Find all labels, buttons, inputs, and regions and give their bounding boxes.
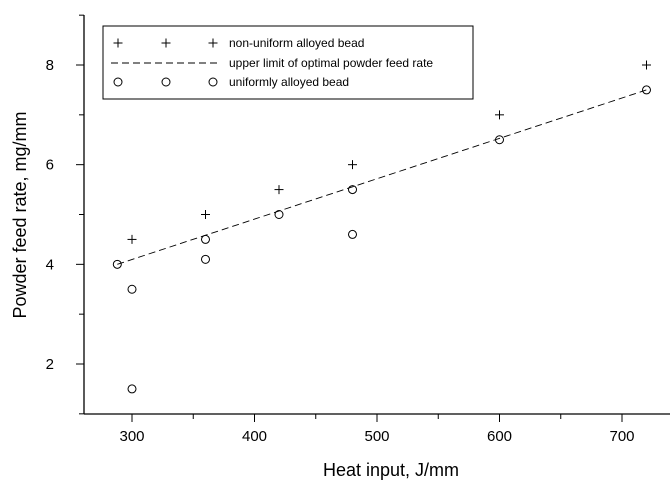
circle-point [112, 259, 122, 269]
series-plus [127, 60, 651, 244]
legend-box [102, 25, 474, 100]
legend-entry: upper limit of optimal powder feed rate [111, 56, 433, 70]
series-layer [112, 60, 651, 394]
y-tick-label: 8 [46, 57, 54, 74]
y-tick-label: 6 [46, 157, 54, 174]
legend-circle [161, 77, 171, 87]
circle-point [642, 85, 651, 95]
plus-point [348, 160, 357, 170]
legend-entry: non-uniform alloyed bead [113, 36, 364, 50]
x-tick-label: 500 [364, 428, 389, 445]
plus-point [201, 210, 210, 219]
circle-point [201, 254, 210, 264]
legend-entry: uniformly alloyed bead [113, 75, 349, 89]
legend-label: uniformly alloyed bead [229, 75, 349, 89]
circle-point [495, 135, 504, 145]
legend: non-uniform alloyed bead upper limit of o… [102, 25, 474, 100]
plus-point [495, 110, 504, 120]
circle-point [348, 229, 357, 239]
dashed-line [117, 89, 647, 265]
legend-label: upper limit of optimal powder feed rate [229, 56, 433, 70]
y-tick-label: 2 [46, 356, 54, 373]
series-dashed-line [117, 89, 647, 265]
series-circle [112, 85, 651, 394]
x-tick-label: 700 [609, 428, 634, 445]
circle-point [127, 384, 137, 394]
legend-plus [161, 38, 171, 48]
x-axis-title: Heat input, J/mm [323, 460, 459, 480]
x-tick-label: 400 [242, 428, 267, 445]
legend-circle [113, 77, 123, 87]
circle-point [201, 234, 210, 244]
y-axis-title: Powder feed rate, mg/mm [10, 111, 30, 318]
plus-point [642, 60, 651, 70]
x-tick-label: 300 [119, 428, 144, 445]
y-tick-label: 4 [46, 256, 54, 273]
ticks: 300 400 500 600 700 2 4 6 8 [46, 14, 635, 445]
circle-point [348, 185, 357, 195]
legend-circle [208, 77, 218, 87]
circle-point [127, 284, 137, 294]
legend-label: non-uniform alloyed bead [229, 36, 364, 50]
plus-point [274, 185, 284, 195]
legend-plus [208, 38, 218, 48]
circle-point [274, 210, 284, 219]
x-tick-label: 600 [487, 428, 512, 445]
legend-plus [113, 38, 123, 48]
plus-point [127, 234, 137, 244]
